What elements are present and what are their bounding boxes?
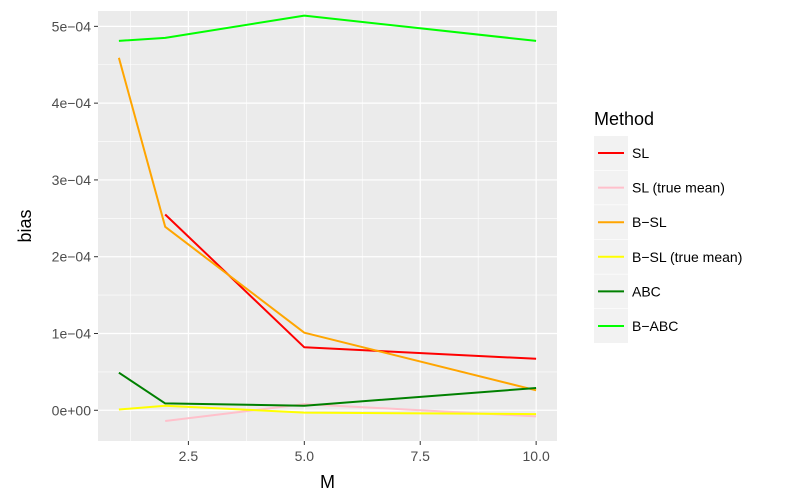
x-axis-ticks: 2.5 5.0 7.5 10.0 xyxy=(179,441,550,464)
legend-item: SL (true mean) xyxy=(594,170,725,205)
series-line-2 xyxy=(117,57,537,392)
minor-gridlines xyxy=(98,11,557,441)
legend-item: B−ABC xyxy=(594,309,678,343)
legend-label: B−SL (true mean) xyxy=(632,249,742,265)
series-line-1 xyxy=(165,403,537,422)
legend-label: SL (true mean) xyxy=(632,180,725,196)
legend-item: B−SL (true mean) xyxy=(594,239,742,274)
legend-item: ABC xyxy=(594,274,661,309)
legend-label: SL xyxy=(632,145,649,161)
major-gridlines xyxy=(98,11,557,441)
legend-label: B−SL xyxy=(632,214,667,230)
y-tick-label: 1e−04 xyxy=(52,326,92,342)
series-line-0 xyxy=(164,213,537,360)
y-axis-title: bias xyxy=(15,209,35,242)
series-line-3 xyxy=(118,404,537,416)
x-axis-title: M xyxy=(320,472,335,492)
series-lines xyxy=(117,14,537,422)
legend-title: Method xyxy=(594,109,654,129)
legend-item: SL xyxy=(594,136,649,170)
x-tick-label: 10.0 xyxy=(523,448,550,464)
y-tick-label: 0e+00 xyxy=(52,402,92,418)
y-tick-label: 3e−04 xyxy=(52,172,92,188)
legend-label: B−ABC xyxy=(632,318,678,334)
series-line-4 xyxy=(118,371,537,407)
plot-panel xyxy=(98,11,557,441)
y-tick-label: 2e−04 xyxy=(52,249,92,265)
y-tick-label: 5e−04 xyxy=(52,18,92,34)
y-axis-ticks: 0e+00 1e−04 2e−04 3e−04 4e−04 5e−04 xyxy=(52,18,98,418)
y-tick-label: 4e−04 xyxy=(52,95,92,111)
legend-item: B−SL xyxy=(594,205,667,240)
x-tick-label: 5.0 xyxy=(295,448,315,464)
legend-label: ABC xyxy=(632,283,661,299)
x-tick-label: 7.5 xyxy=(410,448,430,464)
series-line-5 xyxy=(118,14,537,42)
x-tick-label: 2.5 xyxy=(179,448,199,464)
legend: SL SL (true mean) B−SL B−SL (true mean) ABC B… xyxy=(594,136,742,343)
